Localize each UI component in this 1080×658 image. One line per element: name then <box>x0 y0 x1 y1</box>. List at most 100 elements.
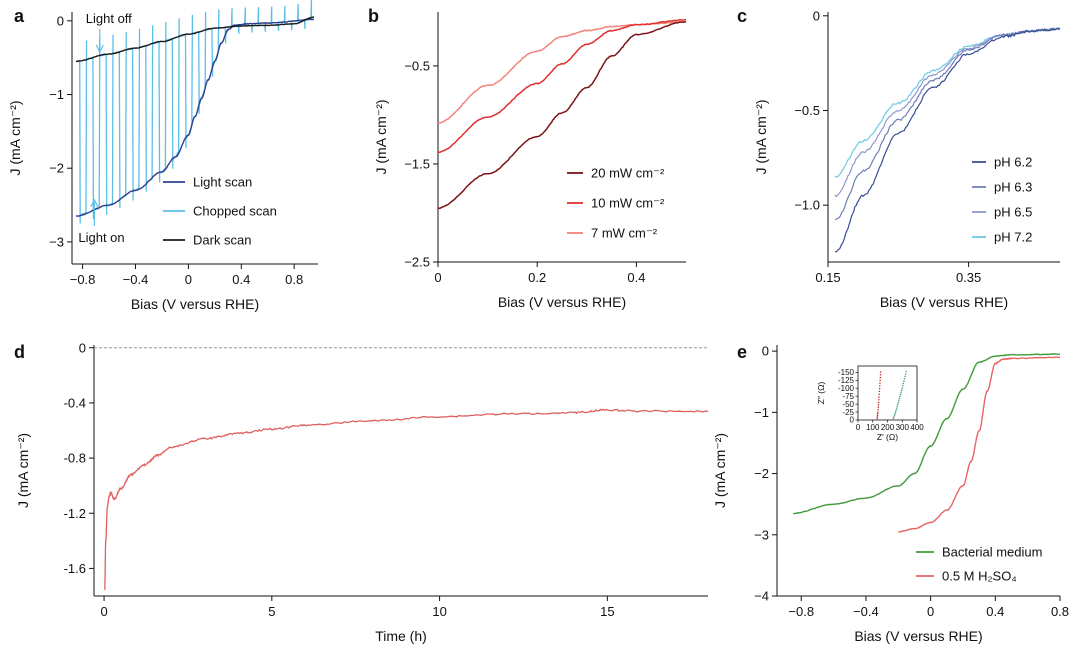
inset-point <box>895 407 898 409</box>
inset-point <box>878 393 880 395</box>
x-tick-label: 0.35 <box>956 270 981 285</box>
legend-entry: pH 6.3 <box>994 180 1032 195</box>
inset-point <box>904 373 907 375</box>
series-line <box>437 18 687 154</box>
inset-point <box>877 411 879 413</box>
legend-entry: Bacterial medium <box>942 545 1042 560</box>
y-tick-label: −1.5 <box>404 156 430 171</box>
inset-point <box>900 389 903 391</box>
legend-entry: 10 mW cm⁻² <box>591 196 665 211</box>
inset-x-label: Z′ (Ω) <box>877 432 898 442</box>
y-axis-label: J (mA cm⁻²) <box>712 433 728 508</box>
series-line <box>898 356 1061 533</box>
inset-point <box>899 395 901 397</box>
inset-frame <box>857 365 918 421</box>
inset-point <box>878 387 881 390</box>
y-axis-label: J (mA cm⁻²) <box>7 100 23 175</box>
inset-point <box>902 385 904 387</box>
x-tick-label: 0.8 <box>1051 604 1069 619</box>
inset-point <box>894 411 897 413</box>
legend-entry: pH 7.2 <box>994 230 1032 245</box>
y-axis-label: J (mA cm⁻²) <box>15 433 31 508</box>
inset-point <box>876 416 879 418</box>
inset-point <box>897 403 899 405</box>
inset-point <box>879 382 881 384</box>
x-tick-label: −0.4 <box>853 604 879 619</box>
series-stability <box>104 408 708 591</box>
y-tick-label: −3 <box>754 527 769 542</box>
panel-b: 0 0.2 0.4 −0.5 −1.5 −2.5 Bias (V versus RHE) J … <box>368 6 687 310</box>
inset-point <box>894 412 896 415</box>
inset-point <box>897 401 900 403</box>
inset-point <box>895 409 897 411</box>
series-light-scan <box>75 18 315 217</box>
annotation-light-off: Light off <box>86 11 132 26</box>
inset-eis: 0 100 200 300 400 0-25-50-75-100-125-150 Z′ (Ω… <box>816 365 924 442</box>
legend-entry: pH 6.2 <box>994 155 1032 170</box>
series-line <box>437 20 687 124</box>
y-tick-label: 0 <box>762 344 769 359</box>
inset-x-tick-label: 0 <box>856 423 861 432</box>
panel-a: −0.8 −0.4 0 0.4 0.8 0 −1 −2 −3 Bias (V versus RHE… <box>7 0 318 312</box>
x-tick-label: 10 <box>432 604 446 619</box>
y-tick-label: −1 <box>49 87 64 102</box>
inset-point <box>879 373 882 376</box>
inset-y-tick-label: 0 <box>850 416 855 425</box>
inset-x-tick-label: 100 <box>866 423 880 432</box>
x-axis-label: Bias (V versus RHE) <box>854 628 982 644</box>
arrow-head <box>95 44 104 54</box>
x-tick-label: 0.8 <box>285 272 303 287</box>
inset-point <box>904 375 906 378</box>
y-axis-label: J (mA cm⁻²) <box>373 99 389 174</box>
x-axis-label: Bias (V versus RHE) <box>131 296 259 312</box>
inset-point <box>898 397 901 399</box>
y-tick-label: 0 <box>57 13 64 28</box>
inset-y-tick-label: -25 <box>842 408 854 417</box>
y-tick-label: −2.5 <box>404 255 430 270</box>
inset-point <box>898 399 900 401</box>
x-axis-label: Bias (V versus RHE) <box>880 294 1008 310</box>
inset-point <box>879 379 881 382</box>
inset-y-tick-label: -100 <box>838 384 855 393</box>
x-tick-label: 0.15 <box>815 270 840 285</box>
inset-point <box>893 416 895 418</box>
y-tick-label: −2 <box>754 466 769 481</box>
y-tick-label: -0.8 <box>64 451 86 466</box>
y-tick-label: −4 <box>754 589 769 604</box>
inset-point <box>903 380 905 382</box>
legend-entry: Dark scan <box>193 233 252 248</box>
inset-point <box>899 393 902 395</box>
inset-point <box>879 371 882 373</box>
legend-entry: 0.5 M H₂SO₄ <box>942 569 1017 584</box>
panel-letter: d <box>14 342 25 362</box>
x-tick-label: 0.2 <box>528 270 546 285</box>
y-tick-label: -1.6 <box>64 561 86 576</box>
panel-c: 0.15 0.35 0 −0.5 −1.0 Bias (V versus RHE) J (m… <box>737 6 1061 310</box>
inset-point <box>892 417 895 420</box>
legend-entry: 7 mW cm⁻² <box>591 226 658 241</box>
y-tick-label: -0.4 <box>64 395 86 410</box>
x-tick-label: −0.8 <box>70 272 96 287</box>
inset-y-tick-label: -75 <box>842 392 854 401</box>
y-tick-label: -1.2 <box>64 506 86 521</box>
inset-y-tick-label: -50 <box>842 400 854 409</box>
inset-point <box>877 404 880 406</box>
inset-point <box>901 387 903 389</box>
y-tick-label: 0 <box>79 340 86 355</box>
x-tick-label: 0 <box>927 604 934 619</box>
x-tick-label: 0.4 <box>627 270 645 285</box>
panel-letter: e <box>737 342 747 362</box>
series-line <box>438 21 687 209</box>
inset-y-tick-label: -125 <box>838 376 855 385</box>
series-line <box>834 27 1060 253</box>
inset-point <box>877 408 879 411</box>
x-tick-label: 0.4 <box>232 272 250 287</box>
inset-point <box>896 405 899 407</box>
y-tick-label: −0.5 <box>404 58 430 73</box>
inset-point <box>879 376 882 379</box>
panel-e: −0.8 −0.4 0 0.4 0.8 0 −1 −2 −3 −4 Bias (V versus R… <box>712 342 1069 644</box>
inset-point <box>877 401 880 404</box>
inset-y-label: Z″ (Ω) <box>816 382 826 405</box>
panel-letter: c <box>737 6 747 26</box>
x-tick-label: 0 <box>434 270 441 285</box>
